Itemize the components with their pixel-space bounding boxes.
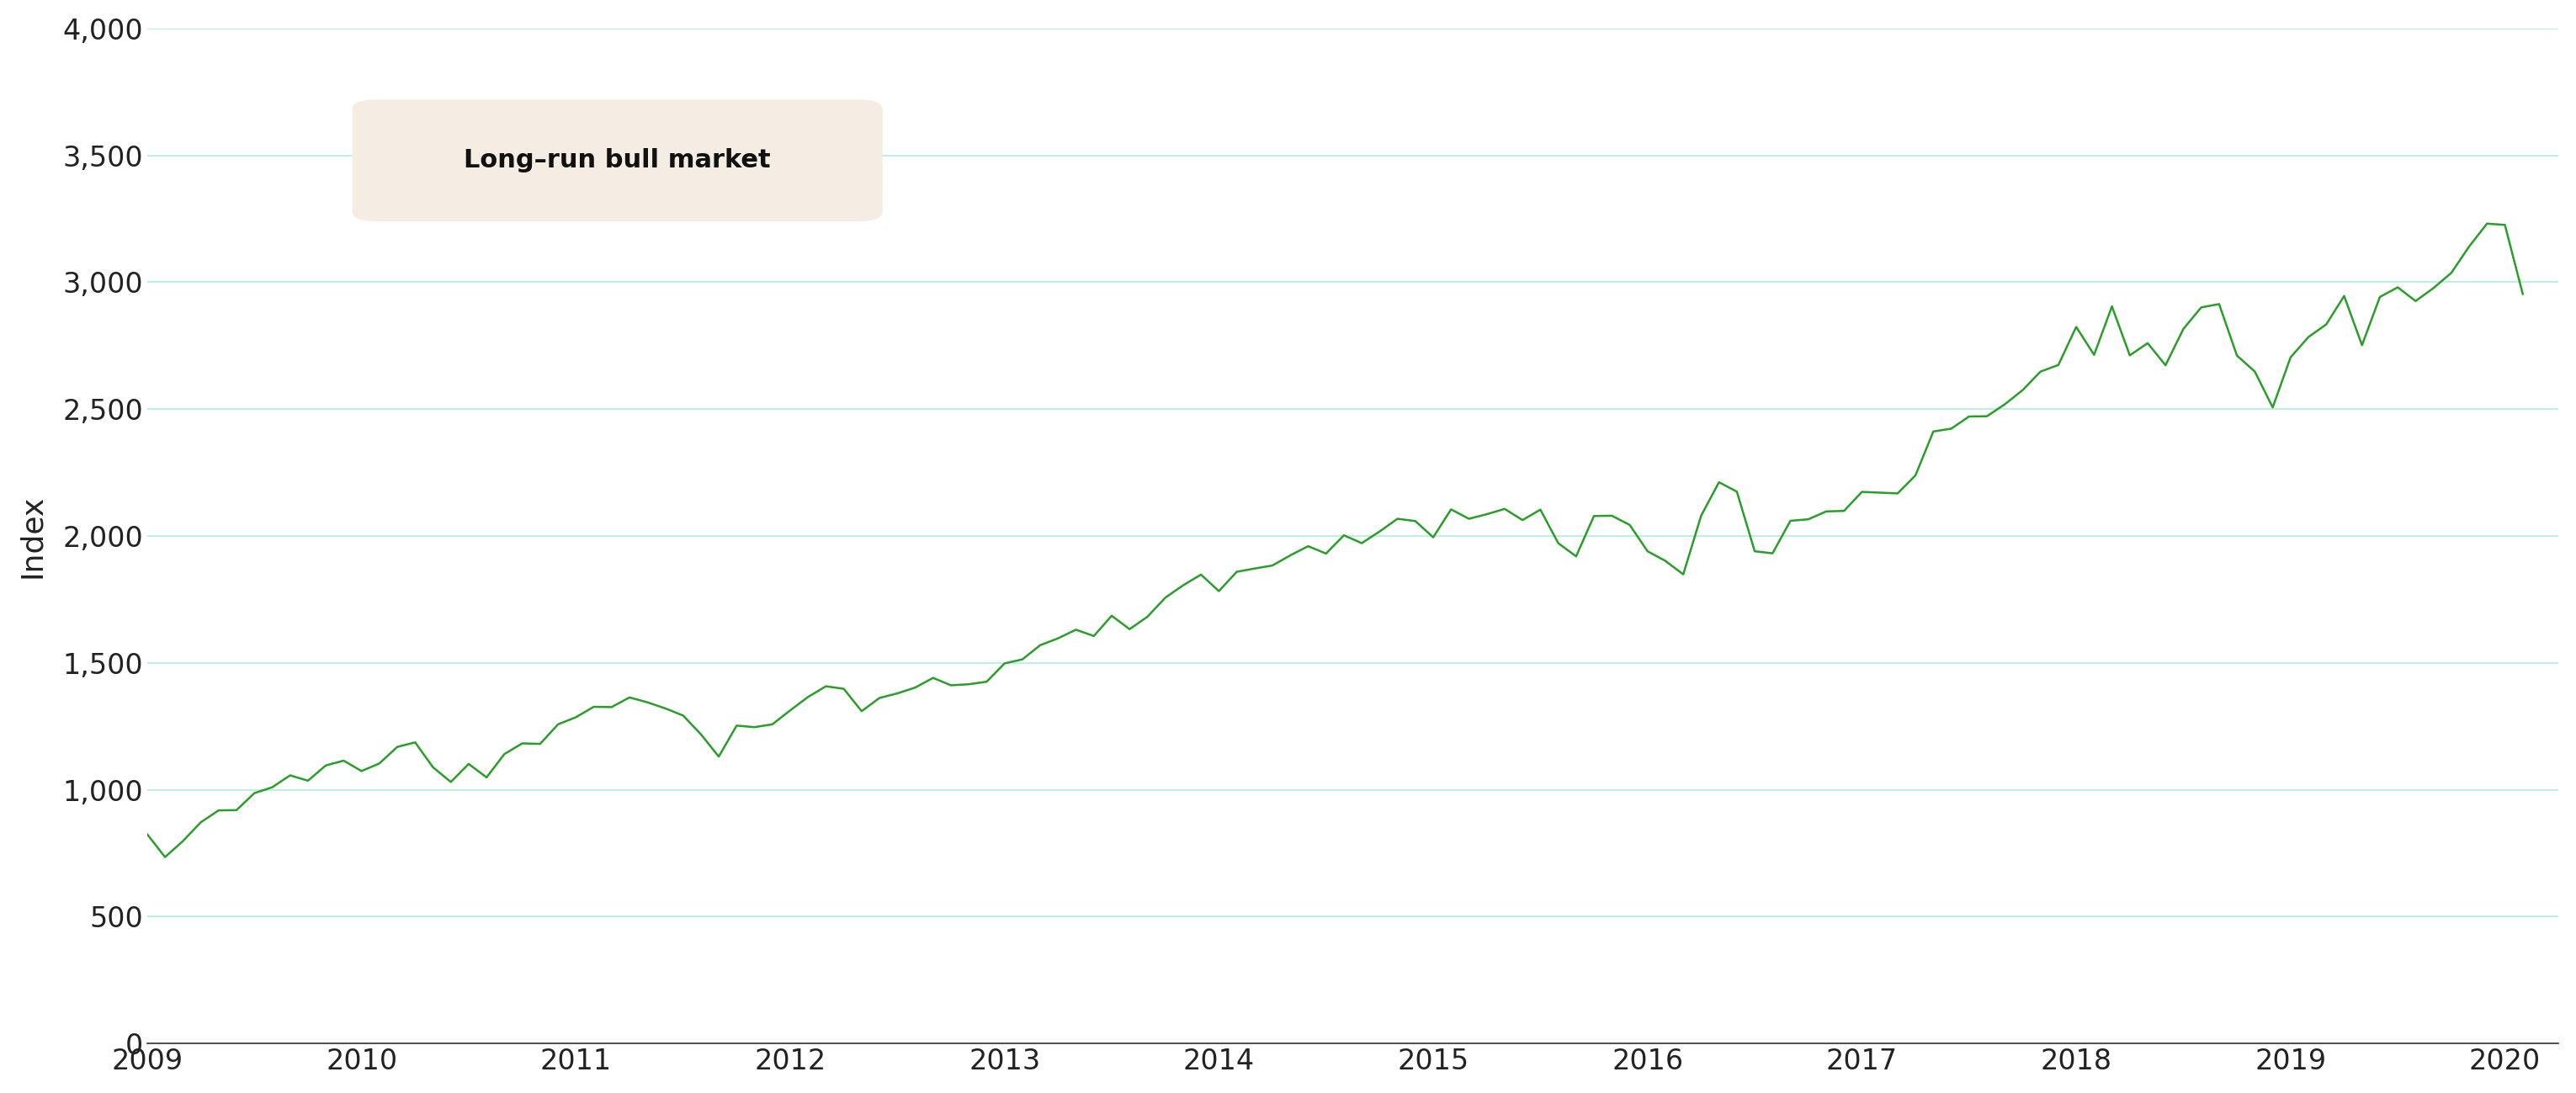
FancyBboxPatch shape — [353, 99, 884, 222]
Text: Long–run bull market: Long–run bull market — [464, 149, 770, 173]
Y-axis label: Index: Index — [18, 494, 46, 578]
